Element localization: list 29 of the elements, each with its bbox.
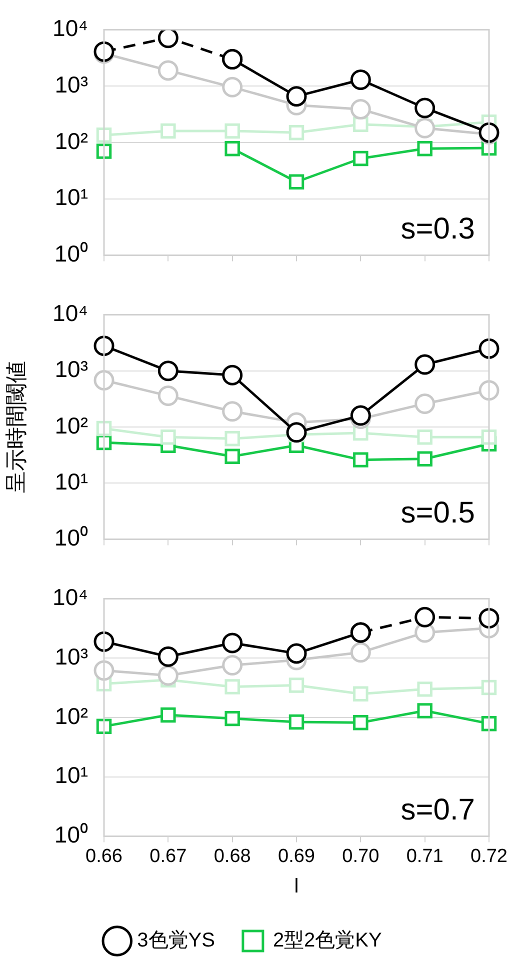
y-tick-label: 10⁰ (54, 822, 88, 848)
y-tick-label: 10³ (54, 643, 88, 670)
x-tick-label: 0.71 (406, 846, 444, 867)
x-tick-label: 0.72 (470, 846, 508, 867)
y-tick-label: 10² (54, 702, 88, 729)
y-tick-label: 10² (54, 128, 88, 154)
x-tick-label: 0.67 (150, 846, 187, 867)
y-tick-label: 10³ (54, 71, 88, 98)
legend-label: 3色覚YS (137, 930, 215, 952)
x-tick-label: 0.66 (86, 846, 122, 867)
y-tick-label: 10² (54, 412, 88, 438)
y-tick-label: 10⁰ (54, 524, 88, 551)
y-tick-label: 10¹ (54, 184, 88, 210)
y-tick-label: 10⁰ (54, 240, 88, 267)
y-tick-label: 10¹ (54, 762, 88, 788)
y-tick-label: 10³ (54, 356, 88, 382)
y-tick-label: 10⁴ (52, 300, 88, 326)
y-tick-label: 10⁴ (52, 15, 88, 42)
annotation: s=0.3 (400, 212, 475, 246)
x-axis-title: l (294, 876, 299, 898)
y-tick-label: 10¹ (54, 468, 88, 494)
x-tick-label: 0.70 (342, 846, 380, 867)
x-tick-label: 0.69 (278, 846, 315, 867)
y-axis-title: 呈示時間閾値 (3, 361, 28, 493)
y-tick-label: 10⁴ (52, 584, 88, 610)
x-tick-label: 0.68 (214, 846, 251, 867)
legend-label: 2型2色覚KY (272, 930, 382, 952)
annotation: s=0.7 (400, 793, 475, 826)
annotation: s=0.5 (400, 496, 475, 530)
